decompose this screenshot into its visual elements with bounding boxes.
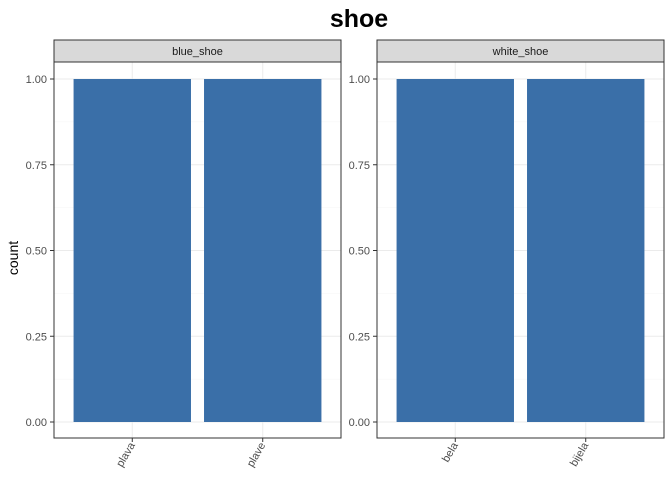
y-tick-label: 1.00 [26,74,47,86]
x-tick-label: plava [114,440,138,470]
y-tick-label: 0.50 [349,246,370,258]
x-tick-label: bela [440,440,461,465]
facet-panel-white_shoe: white_shoe 0.00 0.25 0.50 0.75 1.00 bela bijela [349,39,665,469]
facet-strip [53,39,342,63]
bar-plava [73,79,191,422]
y-tick-label: 1.00 [349,74,370,86]
facet-panel-blue_shoe: blue_shoe 0.00 0.25 0.50 0.75 1.00 plava plave [26,39,342,470]
chart-title: shoe [330,5,388,33]
y-tick-label: 0.75 [349,160,370,172]
y-tick-label: 0.25 [26,331,47,343]
bar-plave [204,79,322,422]
facet-strip-label: white_shoe [492,46,549,58]
y-tick-label: 0.25 [349,331,370,343]
y-tick-label: 0.00 [349,417,370,429]
y-tick-label: 0.75 [26,160,47,172]
x-tick-label: bijela [568,440,592,469]
facet-strip [376,39,665,63]
y-tick-label: 0.50 [26,246,47,258]
facet-panels: blue_shoe 0.00 0.25 0.50 0.75 1.00 plava plave w… [26,39,665,470]
y-tick-label: 0.00 [26,417,47,429]
x-tick-label: plave [245,441,269,470]
facet-strip-label: blue_shoe [172,46,223,58]
y-axis-label: count [5,241,21,275]
bar-bela [396,79,514,422]
bar-bijela [527,79,645,422]
